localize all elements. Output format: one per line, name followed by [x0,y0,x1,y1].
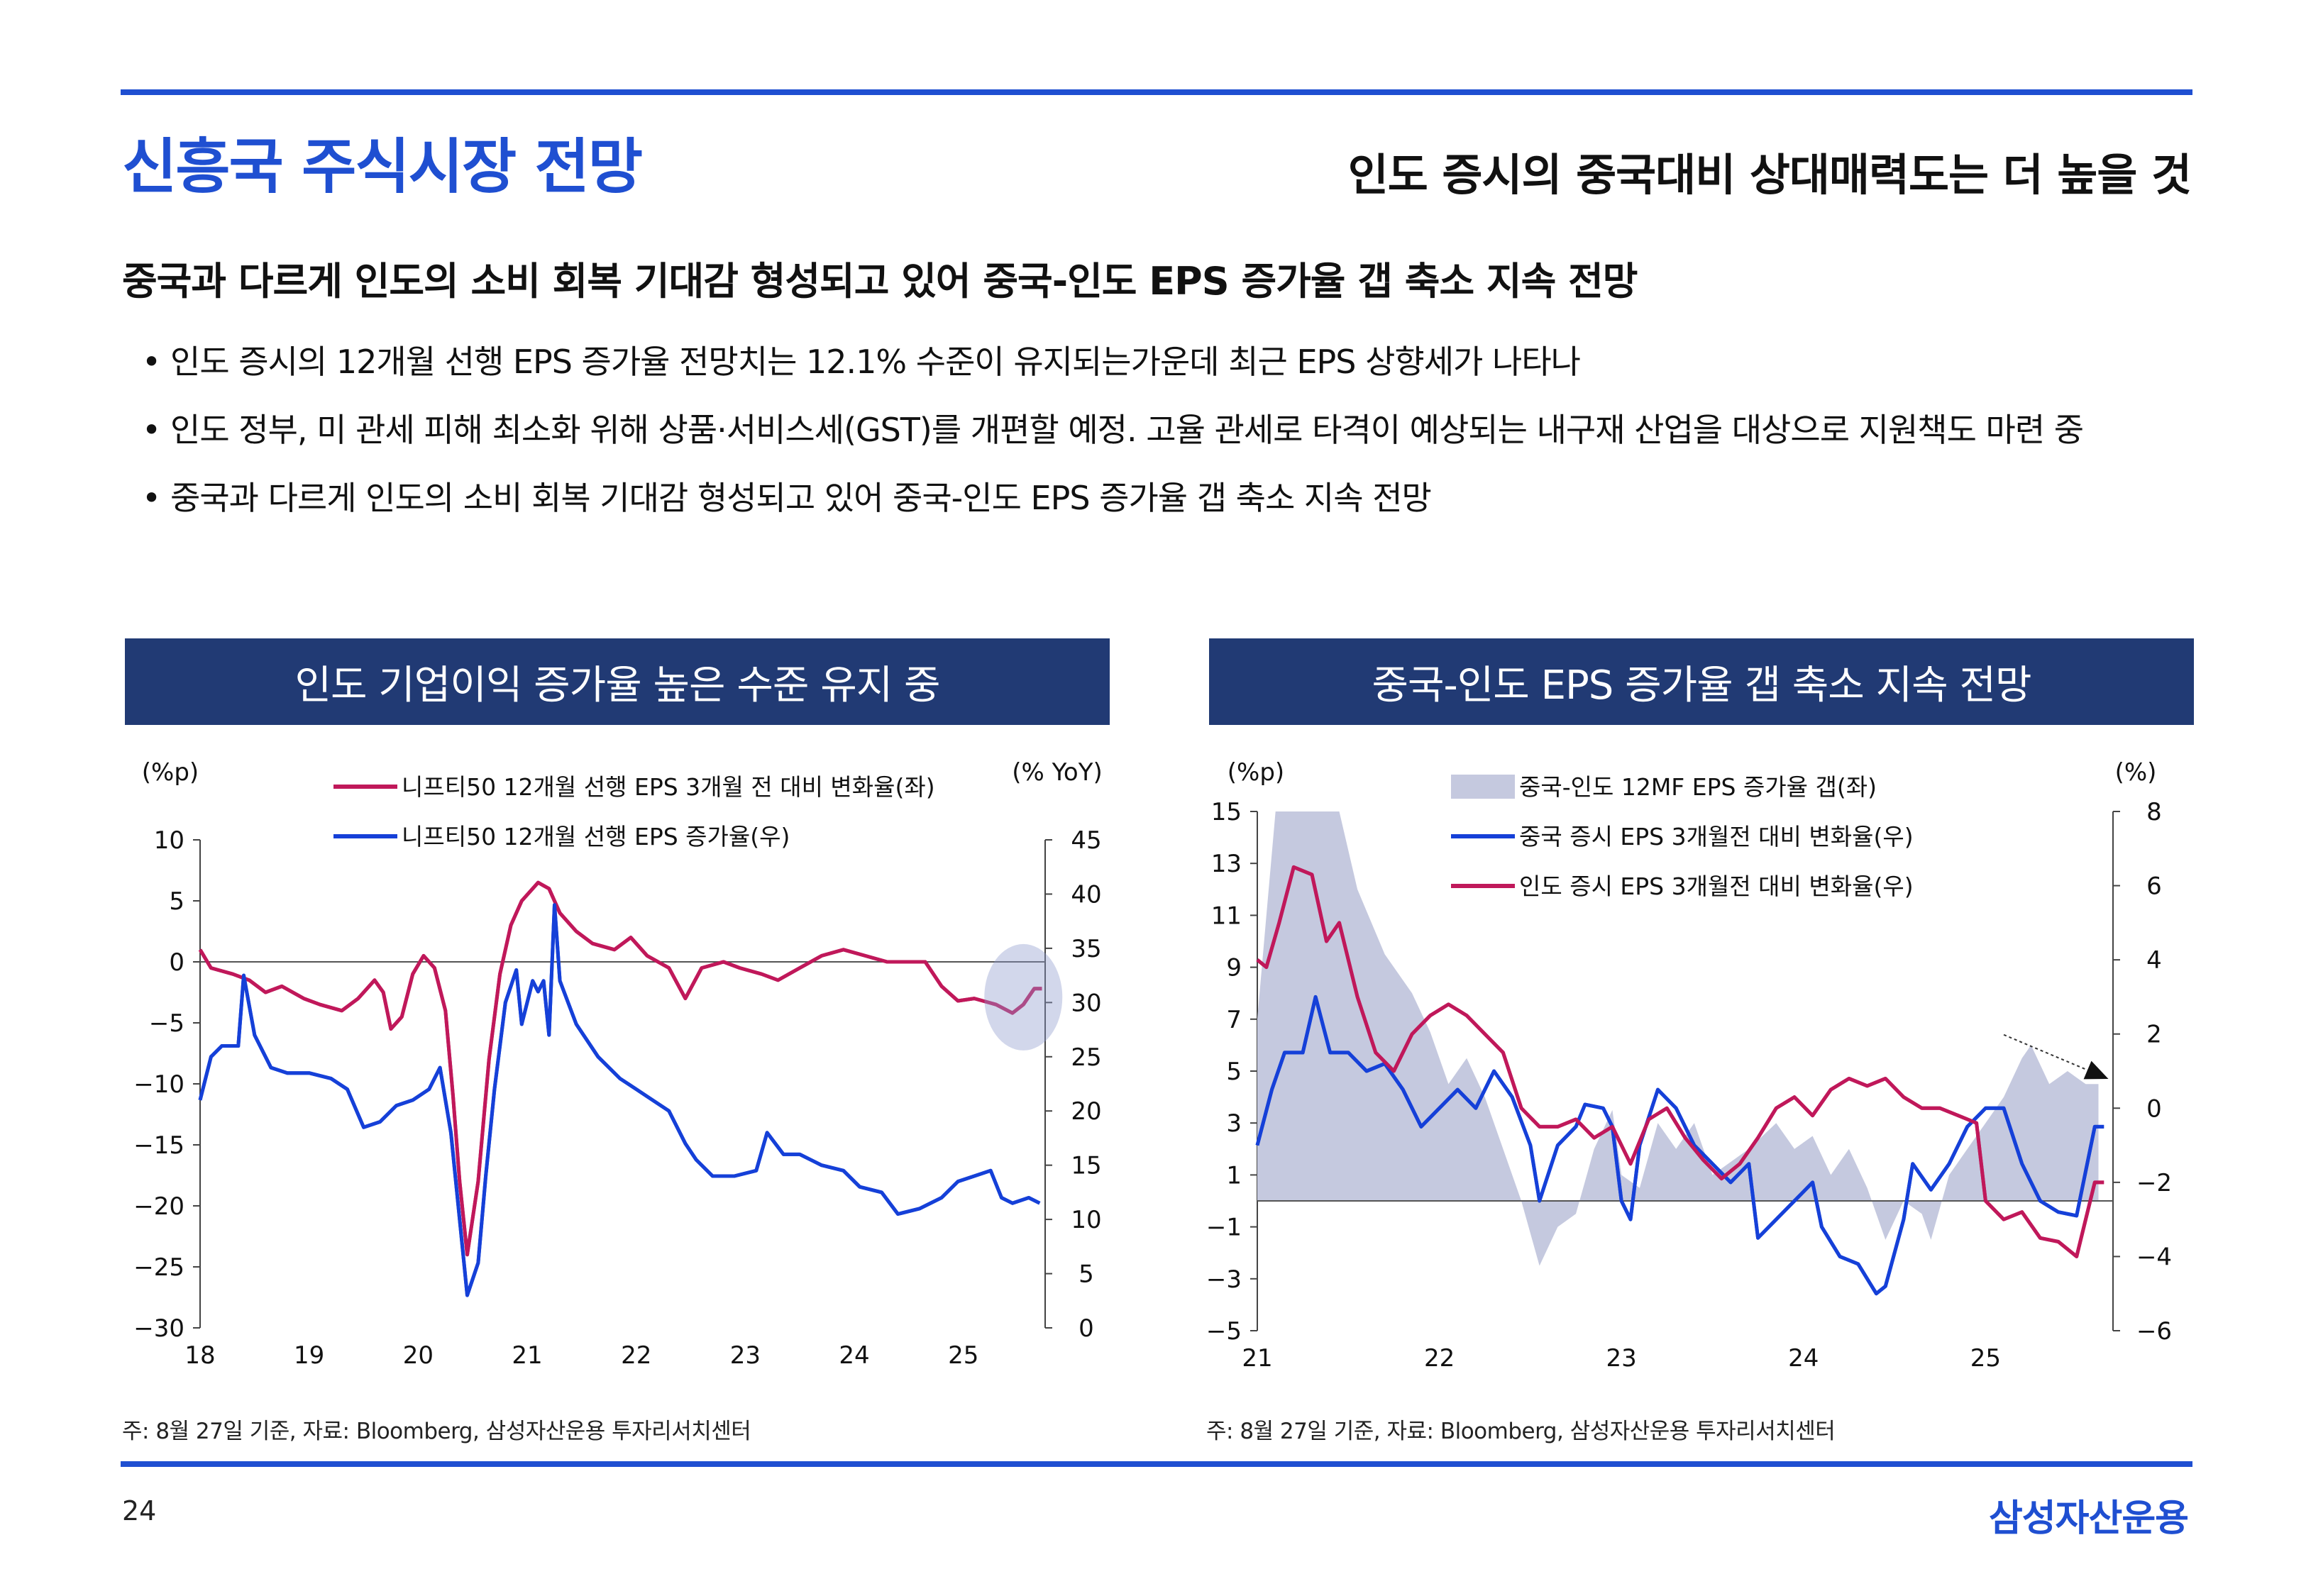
right-y-tick-label: 2 [2146,1021,2162,1049]
left-y-tick-label: 1 [1226,1161,1242,1190]
left-y-tick-label: 7 [1226,1006,1242,1034]
x-tick-label: 25 [948,1341,978,1370]
legend-label-1: 중국 증시 EPS 3개월전 대비 변화율(우) [1519,823,1914,850]
x-tick-label: 24 [1788,1344,1819,1373]
series-line-1 [1255,994,2104,1296]
bullet-dot-icon: • [142,411,161,449]
series-line-0 [198,880,1042,1257]
page-title: 신흥국 주식시장 전망 [122,132,643,201]
left-chart-source-note: 주: 8월 27일 기준, 자료: Bloomberg, 삼성자산운용 투자리서… [122,1419,751,1444]
left-y-tick-label: 9 [1226,954,1242,982]
x-tick-label: 21 [1242,1344,1272,1373]
left-y-tick-label: −25 [133,1253,184,1282]
page-subtitle: 인도 증시의 중국대비 상대매력도는 더 높을 것 [1347,149,2192,201]
right-y-tick-label: 40 [1071,880,1101,909]
right-y-tick-label: 5 [1078,1260,1094,1289]
bullet-dot-icon: • [142,343,161,381]
right-y-tick-label: 25 [1071,1043,1101,1072]
bullet-item: • 인도 증시의 12개월 선행 EPS 증가율 전망치는 12.1% 수준이 유… [142,328,2083,396]
x-tick-label: 24 [839,1341,869,1370]
right-y-tick-label: 0 [2146,1095,2162,1123]
right-axis-unit: (% YoY) [1012,758,1102,787]
x-tick-label: 23 [730,1341,761,1370]
right-y-tick-label: 20 [1071,1097,1101,1126]
bottom-rule [121,1461,2192,1467]
series-line-2 [1256,865,2104,1258]
left-y-tick-label: 10 [154,826,184,855]
x-tick-label: 25 [1970,1344,2001,1373]
right-y-tick-label: 45 [1071,826,1101,855]
left-y-tick-label: −15 [133,1131,184,1160]
left-y-tick-label: 11 [1211,902,1242,930]
left-y-tick-label: −3 [1206,1265,1242,1294]
right-y-tick-label: 35 [1071,935,1101,963]
x-tick-label: 19 [294,1341,324,1370]
legend-label-2: 인도 증시 EPS 3개월전 대비 변화율(우) [1519,872,1914,900]
bullet-item: • 인도 정부, 미 관세 피해 최소화 위해 상품·서비스세(GST)를 개편할… [142,396,2084,464]
left-y-tick-label: 0 [169,948,184,977]
right-y-tick-label: 6 [2146,872,2162,901]
bullet-text: 인도 정부, 미 관세 피해 최소화 위해 상품·서비스세(GST)를 개편할 … [170,411,2084,449]
series-line-1 [198,903,1041,1297]
series-area-0 [1257,811,2099,1266]
right-y-tick-label: 15 [1071,1152,1101,1180]
right-y-tick-label: −4 [2136,1243,2172,1271]
legend-label-0: 니프티50 12개월 선행 EPS 3개월 전 대비 변화율(좌) [402,773,935,801]
right-y-tick-label: −6 [2136,1317,2172,1346]
x-tick-label: 20 [403,1341,434,1370]
x-tick-label: 22 [621,1341,651,1370]
legend-label-0: 중국-인도 12MF EPS 증가율 갭(좌) [1519,773,1877,801]
right-y-tick-label: 0 [1078,1314,1094,1343]
top-rule [121,89,2192,95]
left-y-tick-label: 3 [1226,1109,1242,1138]
right-y-tick-label: 8 [2146,798,2162,826]
china-india-gap-chart: (%p) (%) 15 13 11 9 7 5 3 1 −1 −3 −5 8 6 4 2 0 −2 −4 −6 21 22 2… [1206,758,2172,1373]
right-chart-source-note: 주: 8월 27일 기준, 자료: Bloomberg, 삼성자산운용 투자리서… [1206,1419,1836,1444]
legend-label-1: 니프티50 12개월 선행 EPS 증가율(우) [402,823,790,850]
x-tick-label: 23 [1606,1344,1637,1373]
right-axis-unit: (%) [2115,758,2157,787]
left-axis-unit: (%p) [142,758,199,787]
legend-swatch-0 [1451,775,1515,799]
left-y-tick-label: −5 [149,1009,184,1038]
highlight-ellipse [984,943,1063,1051]
page-number: 24 [122,1495,157,1526]
x-tick-label: 22 [1424,1344,1455,1373]
x-tick-label: 18 [184,1341,215,1370]
left-y-tick-label: 13 [1211,850,1242,878]
headline: 중국과 다르게 인도의 소비 회복 기대감 형성되고 있어 중국-인도 EPS … [122,259,1638,304]
trend-arrow-icon [2083,1060,2109,1080]
right-chart-title: 중국-인도 EPS 증가율 갭 축소 지속 전망 [1209,638,2194,725]
left-y-tick-label: −20 [133,1192,184,1221]
left-y-tick-label: 5 [169,887,184,916]
bullet-text: 인도 증시의 12개월 선행 EPS 증가율 전망치는 12.1% 수준이 유지… [170,343,1581,381]
right-y-tick-label: 30 [1071,989,1101,1017]
left-y-tick-label: 5 [1226,1058,1242,1086]
bullet-list: • 인도 증시의 12개월 선행 EPS 증가율 전망치는 12.1% 수준이 유… [142,328,2084,532]
bullet-text: 중국과 다르게 인도의 소비 회복 기대감 형성되고 있어 중국-인도 EPS … [170,479,1432,517]
bullet-item: • 중국과 다르게 인도의 소비 회복 기대감 형성되고 있어 중국-인도 EPS… [142,464,2083,532]
x-tick-label: 21 [512,1341,542,1370]
right-y-tick-label: 4 [2146,946,2162,975]
left-chart-title: 인도 기업이익 증가율 높은 수준 유지 중 [125,638,1110,725]
brand-logo: 삼성자산운용 [1988,1497,2189,1540]
bullet-dot-icon: • [142,479,161,517]
left-y-tick-label: −5 [1206,1317,1242,1346]
left-axis-unit: (%p) [1228,758,1284,787]
left-y-tick-label: 15 [1211,798,1242,826]
india-eps-chart: (%p) (% YoY) 10 5 0 −5 −10 −15 −20 −25 −30 45 40 35 30… [133,758,1103,1370]
right-y-tick-label: 10 [1071,1206,1101,1234]
left-y-tick-label: −30 [133,1314,184,1343]
right-y-tick-label: −2 [2136,1169,2172,1197]
left-y-tick-label: −1 [1206,1214,1242,1242]
series-line-0 [198,880,1042,1257]
left-y-tick-label: −10 [133,1070,184,1099]
